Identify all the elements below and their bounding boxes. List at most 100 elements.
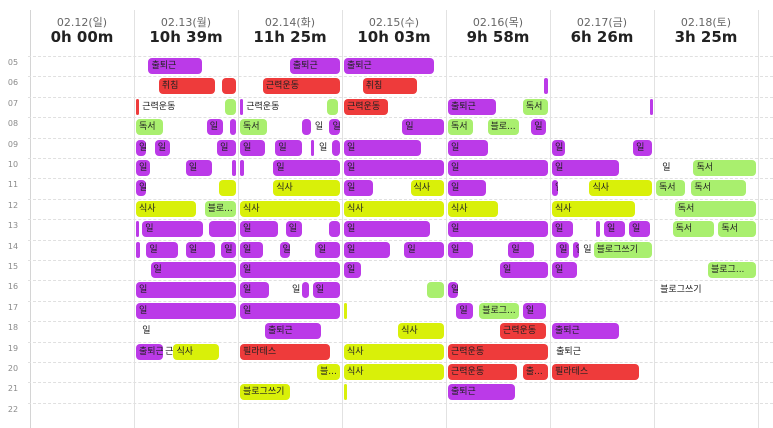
event-block[interactable]: 독서 [674,200,756,217]
event-block[interactable]: 일 [456,302,474,319]
day-header[interactable]: 02.18(토) 3h 25m [654,0,758,56]
event-block[interactable]: 일 [240,139,266,156]
event-block[interactable]: 일 [404,241,444,258]
event-block[interactable]: 일 [240,262,340,278]
event-block[interactable]: 일 [448,241,474,258]
event-block[interactable]: 근력운동 [448,343,548,360]
event-block[interactable]: 출퇴근 [136,343,164,360]
event-label[interactable]: 일 [583,244,592,255]
event-block[interactable]: 출퇴근 [448,98,496,115]
event-block[interactable]: 출퇴근 [289,58,340,74]
event-block[interactable]: 일 [500,262,548,278]
event-block[interactable]: 일 [552,139,565,156]
event-block[interactable]: 일 [344,160,444,176]
event-block[interactable]: 식사 [273,180,340,197]
event-block[interactable]: 일 [154,139,171,156]
event-block[interactable]: 일 [136,160,150,176]
day-header[interactable]: 02.15(수) 10h 03m [342,0,446,56]
event-block[interactable] [240,98,244,115]
event-block[interactable]: 필라테스 [240,343,330,360]
day-header[interactable]: 02.14(화) 11h 25m [238,0,342,56]
event-block[interactable]: 일 [136,302,236,319]
event-label[interactable]: 일 [314,122,324,133]
event-block[interactable]: 일 [448,180,486,197]
event-block[interactable]: 독서 [448,119,474,136]
event-block[interactable]: 블로그... [479,302,519,319]
event-block[interactable] [222,78,236,95]
event-block[interactable]: 식사 [589,180,652,197]
event-block[interactable]: 블로그... [708,262,756,278]
day-header[interactable]: 02.17(금) 6h 26m [550,0,654,56]
event-block[interactable]: 식사 [240,200,340,217]
event-label[interactable]: 일 [292,285,301,296]
event-block[interactable]: 일 [552,180,559,197]
event-block[interactable]: 독서 [672,221,715,238]
event-block[interactable]: 일 [448,282,459,299]
event-block[interactable]: 근력운동 [262,78,340,95]
event-block[interactable]: 일 [221,241,236,258]
event-block[interactable]: 일 [273,160,340,176]
event-block[interactable] [595,221,600,238]
event-block[interactable] [208,221,236,238]
event-block[interactable]: 일 [136,282,236,299]
event-block[interactable] [136,98,140,115]
event-block[interactable]: 출퇴근 [552,323,619,340]
event-block[interactable] [231,160,236,176]
event-block[interactable]: 출... [522,364,548,380]
event-block[interactable]: 일 [240,282,270,299]
event-block[interactable]: 일 [329,119,340,136]
event-block[interactable] [136,241,141,258]
event-block[interactable]: 블... [316,364,340,380]
event-block[interactable]: 일 [185,160,212,176]
event-block[interactable]: 식사 [173,343,220,360]
event-block[interactable]: 근력운동 [344,98,388,115]
event-block[interactable]: 일 [344,262,361,278]
day-header[interactable]: 02.12(일) 0h 00m [30,0,134,56]
event-block[interactable]: 일 [344,221,431,238]
event-block[interactable]: 출퇴근 [148,58,202,74]
event-block[interactable] [327,98,338,115]
event-block[interactable]: 일 [556,241,569,258]
event-block[interactable] [219,180,236,197]
event-block[interactable]: 시사 [344,384,347,401]
event-block[interactable]: 식사 [448,200,498,217]
event-block[interactable]: 독서 [718,221,756,238]
event-block[interactable] [229,119,236,136]
event-block[interactable] [329,221,340,238]
event-block[interactable]: 필라테스 [552,364,640,380]
event-block[interactable]: 일 [402,119,444,136]
event-block[interactable]: 블로... [487,119,519,136]
event-block[interactable]: 블로... [204,200,236,217]
day-header[interactable]: 02.13(월) 10h 39m [134,0,238,56]
event-block[interactable]: 일 [185,241,216,258]
event-block[interactable]: 독서 [522,98,548,115]
event-block[interactable]: 취침 [362,78,417,95]
event-block[interactable]: 출퇴근 [264,323,322,340]
event-block[interactable]: 일 [136,139,147,156]
event-label[interactable]: 근력운동 [142,101,176,112]
event-block[interactable]: 일 [628,221,650,238]
event-block[interactable]: 일 [344,241,390,258]
event-block[interactable] [427,282,444,299]
event-block[interactable]: 출퇴근 [448,384,515,401]
event-block[interactable]: 식사 [552,200,636,217]
event-block[interactable]: 식사 [344,343,444,360]
event-block[interactable]: 독서 [656,180,686,197]
event-block[interactable] [649,98,653,115]
event-block[interactable]: 일 [150,262,236,278]
event-block[interactable]: 일 [217,139,236,156]
event-block[interactable]: 일 [279,241,290,258]
event-block[interactable]: 일 [448,221,548,238]
event-block[interactable]: 독서 [136,119,164,136]
event-block[interactable]: 일 [633,139,652,156]
event-block[interactable]: 일 [142,221,203,238]
event-block[interactable] [344,302,348,319]
event-block[interactable] [310,139,314,156]
event-block[interactable]: 근력운동 [448,364,517,380]
event-block[interactable]: 일 [136,180,147,197]
event-block[interactable] [331,139,340,156]
event-block[interactable]: 식사 [398,323,444,340]
event-block[interactable] [302,119,311,136]
event-block[interactable]: 일 [604,221,625,238]
event-label[interactable]: 일 [142,326,151,337]
